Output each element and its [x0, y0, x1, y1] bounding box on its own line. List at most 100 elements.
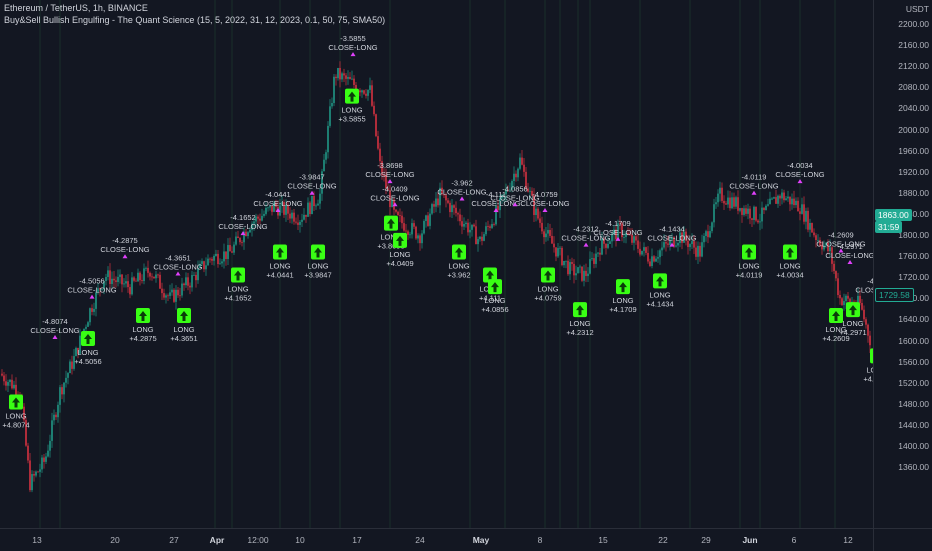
entry-label: LONG — [77, 348, 98, 357]
exit-label: CLOSE-LONG — [370, 193, 419, 202]
candle-body — [365, 93, 367, 96]
price-tick: 1760.00 — [898, 251, 929, 262]
price-tick: 1840.00 — [898, 208, 929, 219]
time-tick: 6 — [791, 535, 797, 545]
candle-body — [247, 232, 249, 237]
candle-body — [511, 180, 513, 190]
candle-body — [581, 266, 583, 281]
candle-body — [513, 173, 515, 181]
candle-body — [523, 164, 525, 172]
price-axis[interactable]: USDT 2200.00 2160.00 2120.00 2080.00 2040.00… — [873, 0, 932, 528]
arrow-up-icon — [455, 247, 463, 258]
candle-body — [527, 188, 529, 192]
candle-body — [705, 231, 707, 237]
candle-body — [563, 260, 565, 266]
candle-body — [325, 152, 327, 160]
candle-body — [197, 267, 199, 281]
candle-body — [403, 223, 405, 231]
candle-body — [475, 226, 477, 245]
candle-body — [801, 204, 803, 214]
candle-body — [423, 221, 425, 234]
candle-body — [53, 414, 55, 421]
candle-body — [585, 270, 587, 277]
candle-body — [235, 236, 237, 245]
candle-body — [359, 90, 361, 93]
candle-body — [749, 208, 751, 219]
candle-body — [187, 277, 189, 286]
candle-body — [457, 213, 459, 215]
price-tick: 2120.00 — [898, 61, 929, 72]
exit-profit: -4.3651 — [165, 254, 190, 263]
candle-body — [755, 206, 757, 221]
candle-body — [155, 274, 157, 279]
entry-profit: +4.1709 — [609, 305, 636, 314]
exit-profit: -4.5056 — [79, 277, 104, 286]
candle-body — [201, 261, 203, 264]
candle-body — [549, 230, 551, 236]
candle-body — [405, 230, 407, 232]
candle-body — [321, 171, 323, 194]
candle-body — [301, 219, 303, 222]
candle-body — [195, 274, 197, 281]
candle-body — [209, 258, 211, 260]
entry-label: LONG — [569, 319, 590, 328]
close-marker — [52, 335, 58, 340]
candle-body — [51, 420, 53, 441]
candle-body — [267, 207, 269, 209]
time-tick: 8 — [537, 535, 543, 545]
candle-body — [135, 280, 137, 282]
exit-label: CLOSE-LONG — [218, 222, 267, 231]
candle-body — [431, 204, 433, 214]
candle-body — [593, 258, 595, 264]
exit-profit: -4.0441 — [265, 190, 290, 199]
candle-body — [621, 223, 623, 238]
candle-body — [643, 247, 645, 251]
candle-body — [757, 220, 759, 223]
candle-body — [569, 262, 571, 275]
candle-body — [149, 272, 151, 277]
entry-profit: +3.8698 — [377, 242, 404, 251]
entry-label: LONG — [825, 325, 846, 334]
candle-body — [413, 223, 415, 227]
candle-body — [255, 216, 257, 222]
candle-body — [847, 295, 849, 299]
exit-label: CLOSE-LONG — [561, 234, 610, 243]
price-chart[interactable]: LONG+4.8074-4.8074CLOSE-LONGLONG+4.5056-… — [0, 0, 873, 528]
candle-body — [491, 224, 493, 228]
entry-label: LONG — [269, 261, 290, 270]
entry-label: LONG — [307, 261, 328, 270]
price-tick: 1560.00 — [898, 356, 929, 367]
entry-label: LONG — [537, 285, 558, 294]
entry-label: LONG — [227, 285, 248, 294]
candle-body — [227, 245, 229, 259]
candle-body — [861, 302, 863, 310]
price-tick: 2080.00 — [898, 82, 929, 93]
candle-body — [763, 207, 765, 211]
candle-body — [419, 235, 421, 244]
close-marker — [387, 179, 393, 184]
candle-body — [639, 248, 641, 255]
exit-label: CLOSE-LONG — [855, 286, 873, 295]
exit-label: CLOSE-LONG — [287, 182, 336, 191]
candle-body — [189, 285, 191, 288]
candle-body — [391, 199, 393, 208]
candle-body — [369, 85, 371, 90]
entry-label: LONG — [484, 296, 505, 305]
price-tick: 1920.00 — [898, 166, 929, 177]
time-axis[interactable]: 13 20 27 Apr 12:00 10 17 24 May 8 15 22 29 Jun 6 12 — [0, 528, 873, 551]
candle-body — [213, 255, 215, 261]
candle-body — [839, 295, 841, 299]
candle-body — [553, 243, 555, 248]
candle-body — [501, 194, 503, 199]
candle-body — [665, 242, 667, 244]
entry-profit: +4.0409 — [386, 259, 413, 268]
candle-body — [341, 73, 343, 80]
close-marker — [797, 179, 803, 184]
exit-label: CLOSE-LONG — [816, 239, 865, 248]
candle-body — [589, 259, 591, 274]
entry-profit: +4.0856 — [481, 305, 508, 314]
candle-body — [203, 261, 205, 270]
candle-body — [531, 190, 533, 196]
candle-body — [355, 84, 357, 92]
